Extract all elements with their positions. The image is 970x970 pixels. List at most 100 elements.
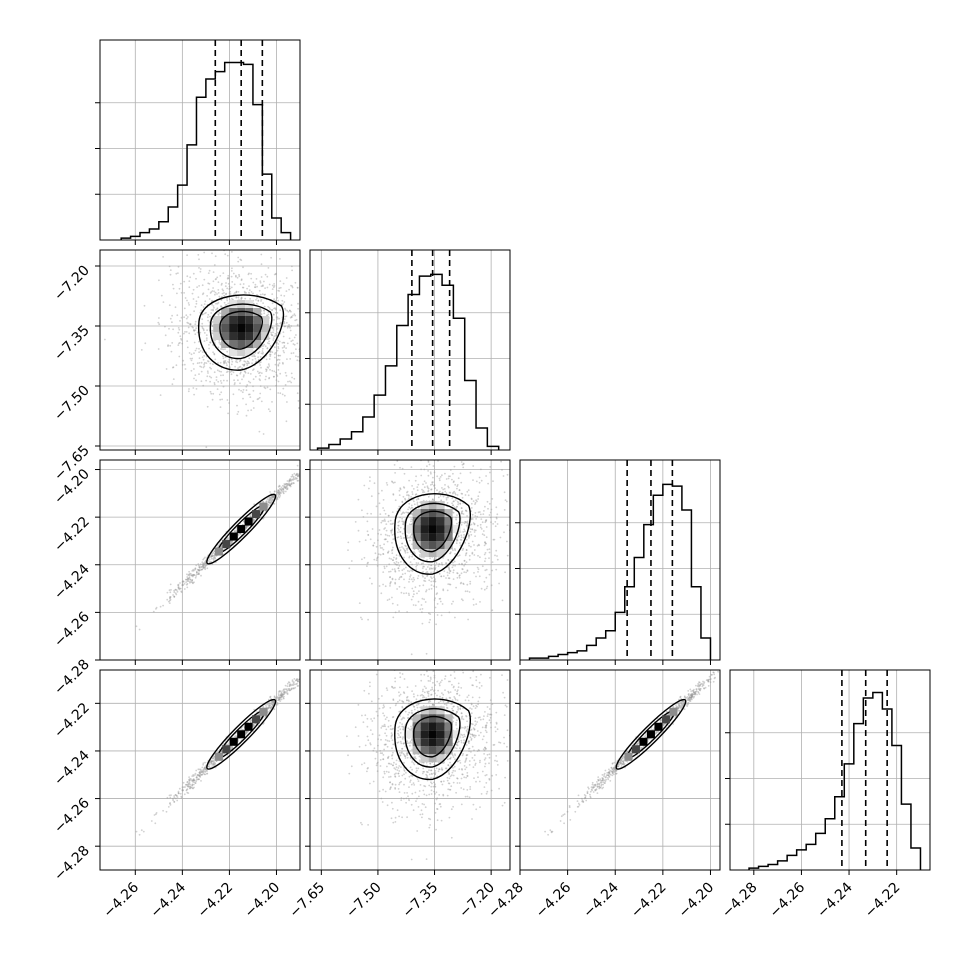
scatter-point	[192, 780, 194, 783]
scatter-point	[199, 565, 201, 568]
scatter-point	[274, 299, 277, 302]
scatter-point	[272, 339, 275, 341]
scatter-point	[422, 489, 425, 492]
scatter-point	[385, 728, 388, 731]
scatter-point	[389, 585, 391, 587]
scatter-point	[260, 263, 263, 266]
scatter-point	[487, 482, 489, 485]
scatter-point	[259, 392, 262, 395]
scatter-point	[214, 291, 217, 294]
scatter-point	[233, 379, 236, 382]
scatter-point	[192, 783, 195, 786]
scatter-point	[484, 521, 487, 524]
scatter-point	[291, 687, 293, 690]
scatter-point	[287, 380, 289, 383]
scatter-point	[273, 708, 276, 711]
scatter-point	[266, 342, 269, 344]
scatter-point	[301, 335, 303, 337]
scatter-point	[488, 713, 491, 716]
scatter-point	[271, 288, 274, 290]
scatter-point	[411, 485, 413, 487]
scatter-point	[468, 534, 470, 536]
scatter-point	[279, 354, 282, 357]
scatter-point	[189, 783, 192, 786]
scatter-point	[271, 351, 274, 354]
scatter-point	[279, 322, 281, 325]
scatter-point	[199, 350, 202, 352]
scatter-point	[411, 456, 413, 458]
scatter-point	[485, 587, 488, 590]
scatter-point	[212, 757, 215, 759]
scatter-point	[228, 292, 231, 294]
scatter-point	[201, 327, 204, 330]
scatter-point	[269, 496, 271, 499]
scatter-point	[277, 358, 280, 361]
scatter-point	[202, 772, 205, 775]
scatter-point	[476, 524, 479, 527]
scatter-point	[401, 517, 403, 520]
scatter-point	[289, 316, 292, 319]
scatter-point	[284, 384, 287, 386]
scatter-point	[246, 731, 249, 734]
scatter-point	[207, 319, 210, 322]
scatter-point	[378, 502, 381, 505]
scatter-point	[470, 545, 472, 548]
scatter-point	[260, 298, 263, 301]
scatter-point	[288, 479, 291, 482]
scatter-point	[444, 472, 446, 475]
scatter-point	[195, 302, 198, 305]
scatter-point	[232, 393, 235, 396]
scatter-point	[400, 591, 403, 594]
scatter-point	[433, 484, 436, 486]
density-cell	[436, 525, 445, 534]
scatter-point	[280, 492, 282, 495]
scatter-point	[444, 484, 446, 486]
scatter-point	[435, 623, 437, 626]
density-cell	[420, 549, 429, 558]
scatter-point	[516, 476, 518, 478]
y-tick-label: −7.20	[51, 263, 93, 305]
scatter-point	[485, 520, 487, 522]
scatter-point	[465, 524, 468, 527]
scatter-point	[436, 603, 439, 605]
scatter-point	[412, 576, 415, 579]
scatter-point	[207, 313, 210, 316]
scatter-point	[501, 599, 504, 602]
scatter-point	[463, 528, 466, 531]
scatter-point	[208, 269, 211, 272]
scatter-point	[306, 467, 308, 469]
scatter-point	[208, 761, 211, 764]
scatter-point	[278, 362, 281, 364]
scatter-point	[484, 542, 487, 545]
scatter-point	[286, 685, 289, 688]
density-cell	[452, 525, 461, 534]
scatter-point	[274, 351, 277, 354]
scatter-point	[265, 500, 268, 503]
scatter-point	[402, 520, 405, 523]
scatter-point	[192, 574, 195, 576]
scatter-point	[282, 488, 285, 491]
scatter-point	[286, 485, 288, 487]
scatter-point	[416, 503, 419, 505]
scatter-point	[184, 297, 187, 299]
scatter-point	[173, 591, 176, 594]
scatter-point	[421, 597, 424, 600]
scatter-point	[471, 540, 474, 543]
scatter-point	[282, 488, 284, 490]
scatter-point	[220, 305, 223, 308]
scatter-point	[384, 527, 386, 529]
scatter-point	[316, 661, 318, 663]
scatter-point	[205, 769, 208, 772]
scatter-point	[195, 379, 198, 382]
scatter-point	[417, 600, 420, 603]
scatter-point	[338, 373, 340, 375]
scatter-point	[198, 267, 200, 269]
scatter-point	[288, 483, 291, 486]
scatter-point	[312, 378, 314, 380]
scatter-point	[276, 496, 279, 499]
scatter-point	[235, 275, 237, 278]
scatter-point	[447, 477, 450, 480]
scatter-point	[296, 678, 298, 680]
scatter-point	[201, 566, 203, 568]
scatter-point	[462, 466, 465, 469]
